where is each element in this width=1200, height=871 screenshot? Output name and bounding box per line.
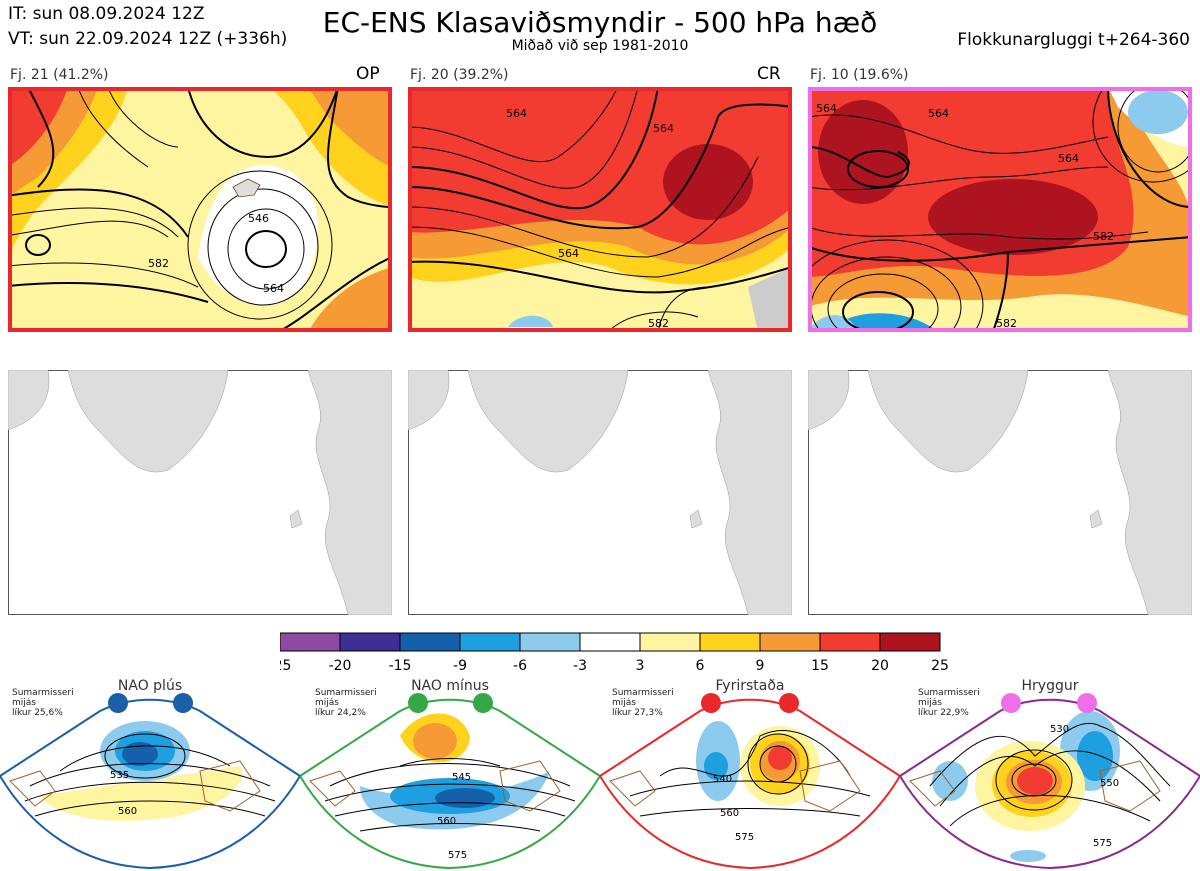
regime-mean: mijás [315,698,339,708]
regime-season: Sumarmisseri [315,688,377,698]
colorbar-tick-label: -15 [389,658,412,674]
regime-mean: mijás [918,698,942,708]
contour-label: 564 [506,107,527,120]
regime-name: Fyrirstaða [716,678,785,694]
colorbar-swatch [279,632,341,652]
colorbar-swatch [699,632,761,652]
colorbar-tick-label: -6 [513,658,527,674]
colorbar-swatch [879,632,941,652]
regime-ridge: Hryggur 530 550 575 [900,676,1200,871]
colorbar-tick-label: -9 [453,658,467,674]
regime-name: Hryggur [1022,678,1079,694]
colorbar-tick-label: -25 [280,658,291,674]
regime-probability: líkur 24,2% [315,708,366,718]
colorbar-swatch [459,632,521,652]
regime-season: Sumarmisseri [918,688,980,698]
classification-window: Flokkunargluggi t+264-360 [957,30,1190,50]
contour-label: 564 [558,247,579,260]
empty-map-3 [808,370,1192,615]
colorbar-tick-label: 25 [931,658,949,674]
empty-map-2 [408,370,792,615]
colorbar: -25 -20 -15 -9 -6 -3 3 6 9 15 20 25 [269,632,952,678]
valid-time: VT: sun 22.09.2024 12Z (+336h) [8,29,288,49]
contour-label: 564 [263,282,284,295]
contour-label: 564 [816,102,837,115]
contour-label: 575 [735,832,754,843]
regime-mean: mijás [12,698,36,708]
contour-label: 530 [1050,724,1069,735]
colorbar-tick-label: 20 [871,658,889,674]
page-title: EC-ENS Klasaviðsmyndir - 500 hPa hæð [322,6,878,39]
regime-probability: líkur 22,9% [918,708,969,718]
regime-season: Sumarmisseri [12,688,74,698]
colorbar-tick-label: 9 [756,658,765,674]
colorbar-swatch [399,632,461,652]
regime-nao-minus: NAO mínus 545 560 575 [300,676,600,871]
page-subtitle: Miðað við sep 1981-2010 [511,38,689,54]
regime-blocking: Fyrirstaða 540 560 575 [600,676,900,871]
colorbar-swatch [339,632,401,652]
colorbar-swatch [639,632,701,652]
contour-label: 575 [1093,838,1112,849]
contour-label: 535 [110,770,129,781]
panel-3-label: Fj. 10 (19.6%) [810,67,909,83]
contour-label: 564 [1058,152,1079,165]
regime-4-info: Sumarmisseri mijás líkur 22,9% [918,688,980,718]
colorbar-swatch [519,632,581,652]
colorbar-tick-label: 15 [811,658,829,674]
panel-1-label: Fj. 21 (41.2%) [10,67,109,83]
regime-1-info: Sumarmisseri mijás líkur 25,6% [12,688,74,718]
contour-label: 560 [437,816,456,827]
cluster-map-1: 546 582 564 [8,87,392,332]
regime-name: NAO mínus [411,678,489,694]
contour-label: 582 [648,317,669,330]
contour-label: 582 [1093,230,1114,243]
colorbar-swatch [759,632,821,652]
regime-probability: líkur 27,3% [612,708,663,718]
colorbar-tick-label: 6 [696,658,705,674]
initial-time: IT: sun 08.09.2024 12Z [8,4,205,24]
colorbar-swatch [819,632,881,652]
contour-label: 575 [448,850,467,861]
contour-label: 582 [996,317,1017,330]
panel-2-label: Fj. 20 (39.2%) [410,67,509,83]
contour-label: 545 [452,772,471,783]
contour-label: 582 [148,257,169,270]
colorbar-tick-label: -3 [573,658,587,674]
contour-label: 550 [1100,778,1119,789]
contour-label: 560 [118,806,137,817]
regime-name: NAO plús [118,678,182,694]
regime-2-info: Sumarmisseri mijás líkur 24,2% [315,688,377,718]
regime-season: Sumarmisseri [612,688,674,698]
empty-map-1 [8,370,392,615]
regime-nao-plus: NAO plús 535 560 [0,676,300,871]
panel-2-tag: CR [757,64,781,84]
contour-label: 564 [928,107,949,120]
cluster-map-3: 564 564 564 582 582 [808,87,1192,332]
regime-probability: líkur 25,6% [12,708,63,718]
contour-label: 546 [248,212,269,225]
regime-3-info: Sumarmisseri mijás líkur 27,3% [612,688,674,718]
contour-label: 560 [720,808,739,819]
contour-label: 564 [653,122,674,135]
contour-label: 540 [713,774,732,785]
colorbar-tick-label: 3 [636,658,645,674]
colorbar-tick-label: -20 [329,658,352,674]
colorbar-swatch [579,632,641,652]
regime-mean: mijás [612,698,636,708]
panel-1-tag: OP [356,64,380,84]
cluster-map-2: 564 564 564 582 [408,87,792,332]
